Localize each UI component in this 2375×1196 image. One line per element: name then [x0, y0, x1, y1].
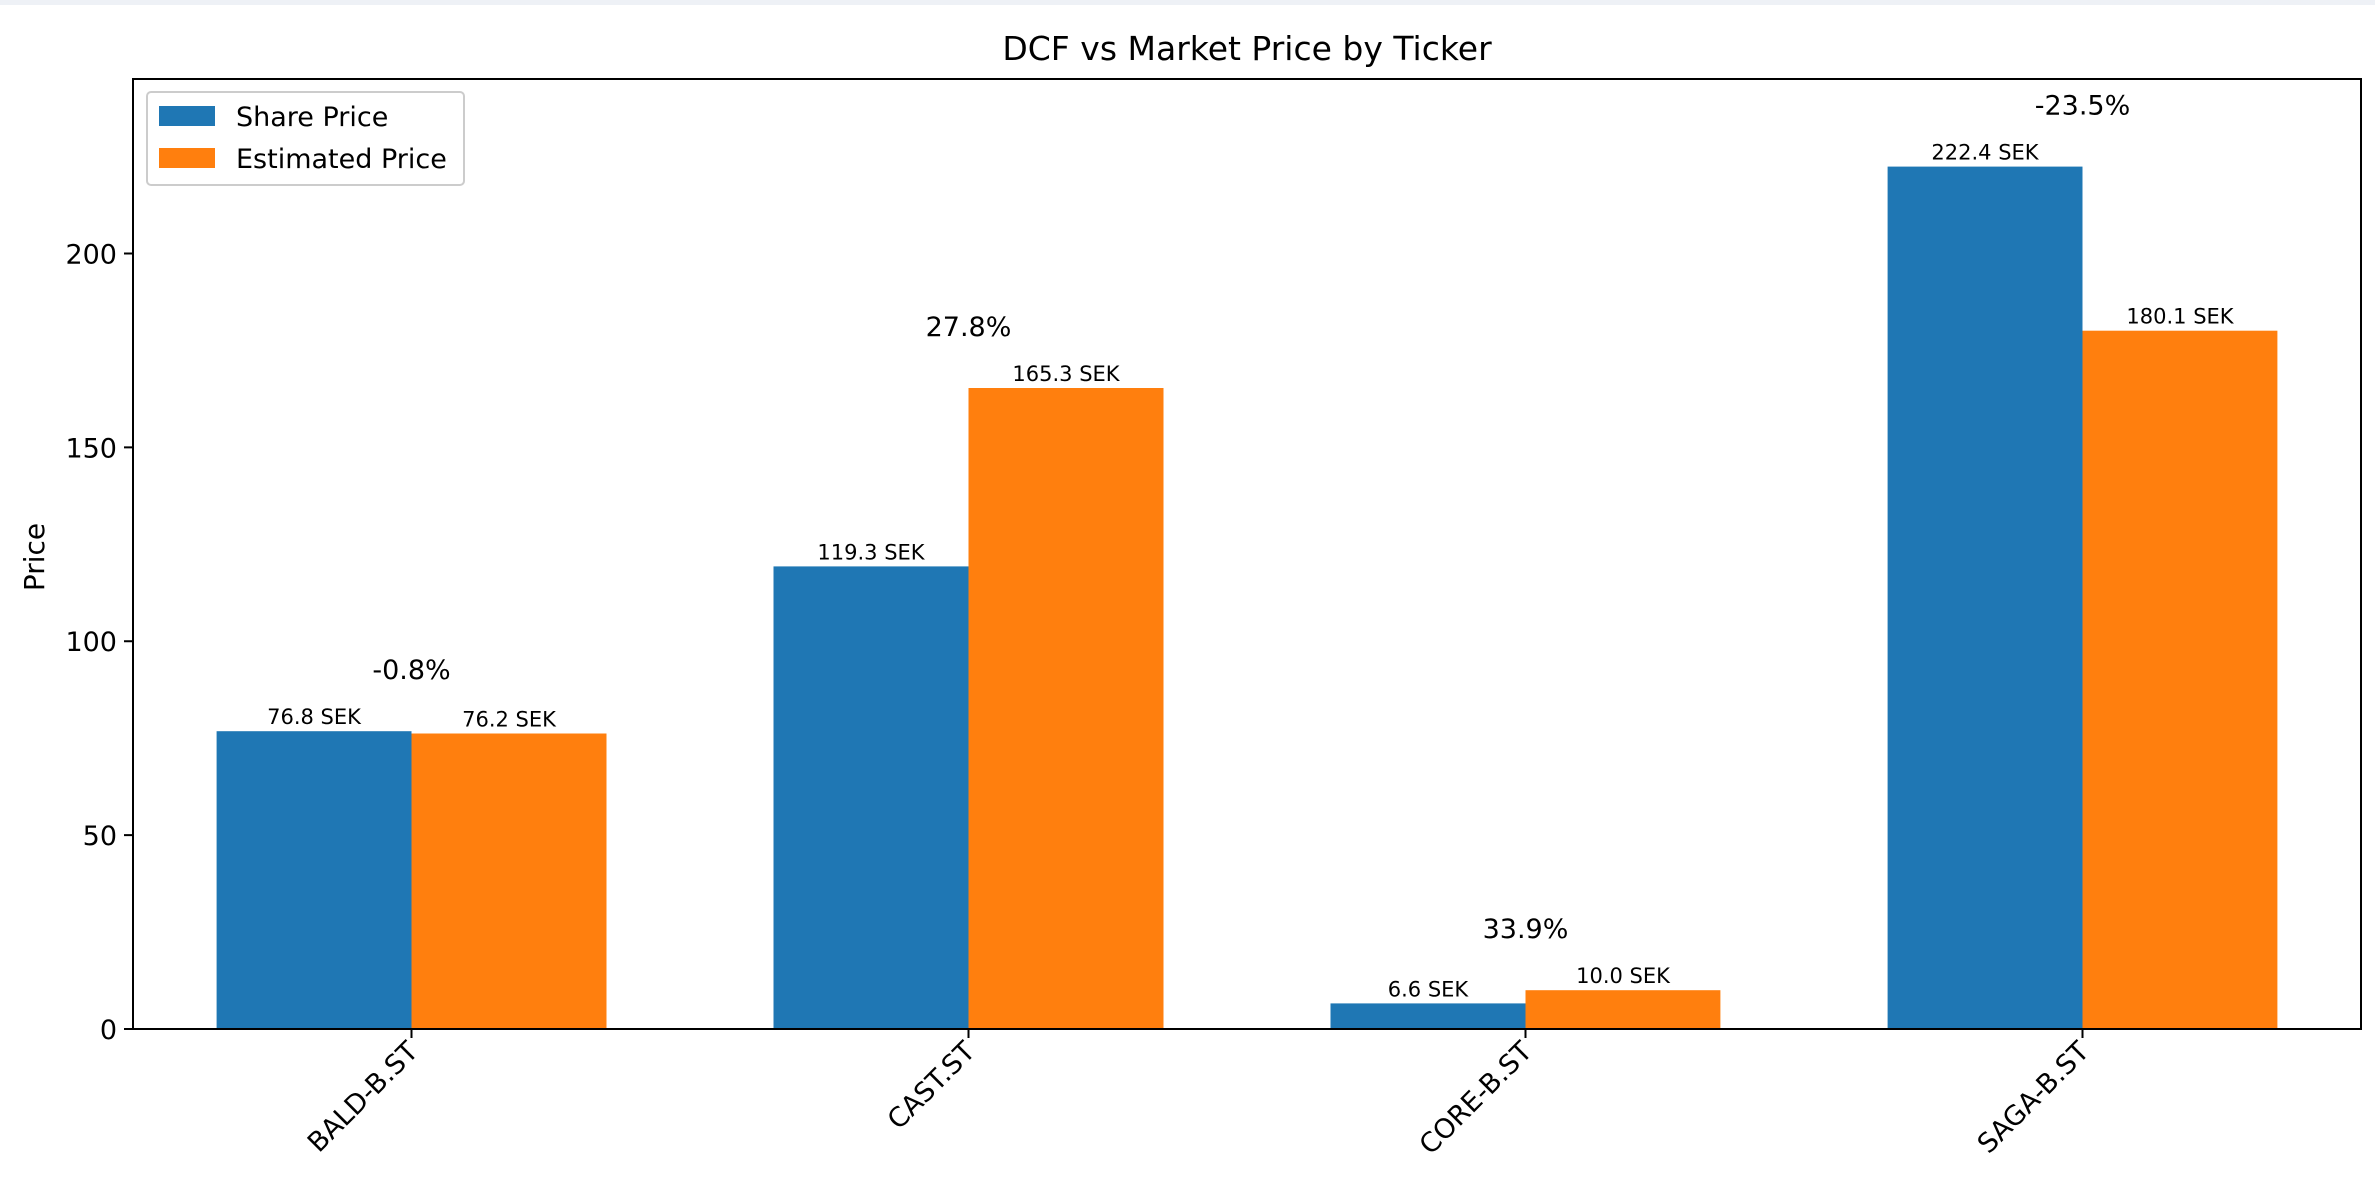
bar-share-price: [1887, 166, 2083, 1030]
legend-label: Share Price: [236, 102, 388, 133]
y-tick-label: 0: [100, 1015, 117, 1046]
bar-value-label: 119.3 SEK: [817, 540, 925, 564]
bar-value-label: 6.6 SEK: [1388, 977, 1470, 1001]
bar-share-price: [1330, 1003, 1526, 1029]
bar-estimated-price: [1525, 990, 1721, 1029]
x-tick-label: CORE-B.ST: [1414, 1036, 1539, 1161]
percent-diff-annotation: 33.9%: [1483, 914, 1569, 945]
legend-swatch: [159, 106, 215, 126]
top-strip: [0, 0, 2375, 5]
bar-share-price: [773, 566, 969, 1029]
bar-estimated-price: [2082, 330, 2278, 1029]
y-tick-label: 200: [65, 240, 117, 271]
plot-area: 76.8 SEK 119.3 SEK 6.6 SEK 222.4 SEK 76.2 SE…: [65, 78, 2362, 1161]
legend-label: Estimated Price: [236, 144, 447, 175]
bar-value-label: 165.3 SEK: [1012, 362, 1120, 386]
chart-title: DCF vs Market Price by Ticker: [1002, 29, 1492, 68]
percent-diff-annotation: 27.8%: [926, 312, 1012, 343]
percent-diff-annotation: -23.5%: [2035, 91, 2131, 122]
bar-estimated-price: [968, 388, 1164, 1029]
y-tick-label: 50: [83, 821, 117, 852]
x-tick-label: CAST.ST: [882, 1036, 982, 1136]
bar-value-label: 76.8 SEK: [267, 705, 362, 729]
plot-frame: [132, 78, 2362, 1030]
x-tick-label: BALD-B.ST: [302, 1036, 425, 1159]
y-axis-label: Price: [18, 523, 51, 591]
y-tick-label: 150: [65, 433, 117, 464]
bar-value-label: 10.0 SEK: [1576, 964, 1671, 988]
x-tick-label: SAGA-B.ST: [1972, 1036, 2096, 1160]
legend-box: [146, 91, 465, 186]
bar-estimated-price: [411, 733, 607, 1029]
bar-value-label: 222.4 SEK: [1931, 141, 2039, 165]
bar-value-label: 180.1 SEK: [2126, 305, 2234, 329]
y-tick-label: 100: [65, 627, 117, 658]
percent-diff-annotation: -0.8%: [372, 655, 450, 686]
bar-share-price: [216, 731, 412, 1029]
legend-swatch: [159, 148, 215, 168]
bar-value-label: 76.2 SEK: [462, 708, 557, 732]
